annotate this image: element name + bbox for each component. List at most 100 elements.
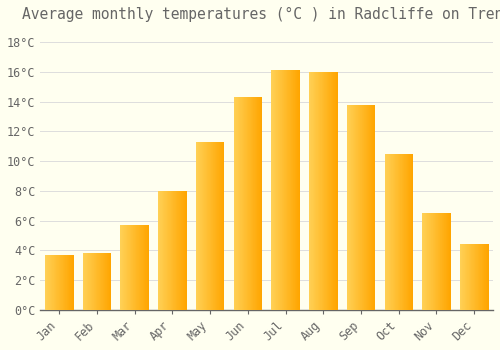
Bar [62, 255, 63, 310]
Bar [461, 244, 462, 310]
Bar [485, 244, 486, 310]
Bar [161, 191, 162, 310]
Bar [138, 225, 139, 310]
Bar [238, 97, 239, 310]
Bar [259, 97, 260, 310]
Bar [351, 105, 352, 310]
Bar [326, 72, 328, 310]
Bar [322, 72, 323, 310]
Bar [483, 244, 484, 310]
Bar [236, 97, 238, 310]
Bar [58, 255, 59, 310]
Bar [371, 105, 372, 310]
Bar [210, 142, 211, 310]
Bar [481, 244, 482, 310]
Bar [335, 72, 336, 310]
Bar [222, 142, 224, 310]
Bar [197, 142, 198, 310]
Bar [242, 97, 243, 310]
Bar [246, 97, 247, 310]
Bar [91, 253, 92, 310]
Bar [471, 244, 472, 310]
Bar [361, 105, 362, 310]
Bar [392, 154, 394, 310]
Bar [440, 213, 441, 310]
Bar [261, 97, 262, 310]
Bar [131, 225, 132, 310]
Bar [286, 70, 287, 310]
Bar [72, 255, 73, 310]
Bar [309, 72, 310, 310]
Bar [290, 70, 292, 310]
Bar [85, 253, 86, 310]
Bar [409, 154, 410, 310]
Bar [126, 225, 127, 310]
Bar [463, 244, 464, 310]
Bar [285, 70, 286, 310]
Bar [435, 213, 436, 310]
Bar [68, 255, 69, 310]
Bar [358, 105, 359, 310]
Bar [393, 154, 394, 310]
Bar [352, 105, 354, 310]
Bar [358, 105, 360, 310]
Bar [282, 70, 284, 310]
Bar [288, 70, 289, 310]
Bar [395, 154, 396, 310]
Bar [140, 225, 141, 310]
Bar [90, 253, 91, 310]
Bar [469, 244, 470, 310]
Bar [170, 191, 171, 310]
Bar [95, 253, 96, 310]
Bar [199, 142, 200, 310]
Bar [394, 154, 395, 310]
Bar [63, 255, 64, 310]
Bar [46, 255, 48, 310]
Bar [62, 255, 64, 310]
Bar [181, 191, 182, 310]
Bar [297, 70, 298, 310]
Bar [174, 191, 176, 310]
Bar [202, 142, 203, 310]
Bar [170, 191, 172, 310]
Bar [168, 191, 169, 310]
Bar [326, 72, 327, 310]
Bar [237, 97, 238, 310]
Bar [148, 225, 149, 310]
Bar [132, 225, 133, 310]
Bar [276, 70, 277, 310]
Bar [177, 191, 178, 310]
Bar [312, 72, 314, 310]
Bar [374, 105, 376, 310]
Bar [330, 72, 332, 310]
Bar [320, 72, 321, 310]
Bar [258, 97, 259, 310]
Bar [478, 244, 480, 310]
Bar [368, 105, 369, 310]
Bar [356, 105, 357, 310]
Bar [374, 105, 375, 310]
Bar [56, 255, 57, 310]
Bar [318, 72, 320, 310]
Bar [369, 105, 370, 310]
Bar [66, 255, 68, 310]
Bar [260, 97, 261, 310]
Bar [244, 97, 245, 310]
Bar [96, 253, 97, 310]
Bar [333, 72, 334, 310]
Bar [218, 142, 219, 310]
Bar [251, 97, 252, 310]
Bar [135, 225, 136, 310]
Bar [206, 142, 207, 310]
Bar [429, 213, 430, 310]
Bar [402, 154, 404, 310]
Bar [466, 244, 467, 310]
Title: Average monthly temperatures (°C ) in Radcliffe on Trent: Average monthly temperatures (°C ) in Ra… [22, 7, 500, 22]
Bar [221, 142, 222, 310]
Bar [175, 191, 176, 310]
Bar [174, 191, 175, 310]
Bar [388, 154, 390, 310]
Bar [171, 191, 172, 310]
Bar [336, 72, 337, 310]
Bar [444, 213, 445, 310]
